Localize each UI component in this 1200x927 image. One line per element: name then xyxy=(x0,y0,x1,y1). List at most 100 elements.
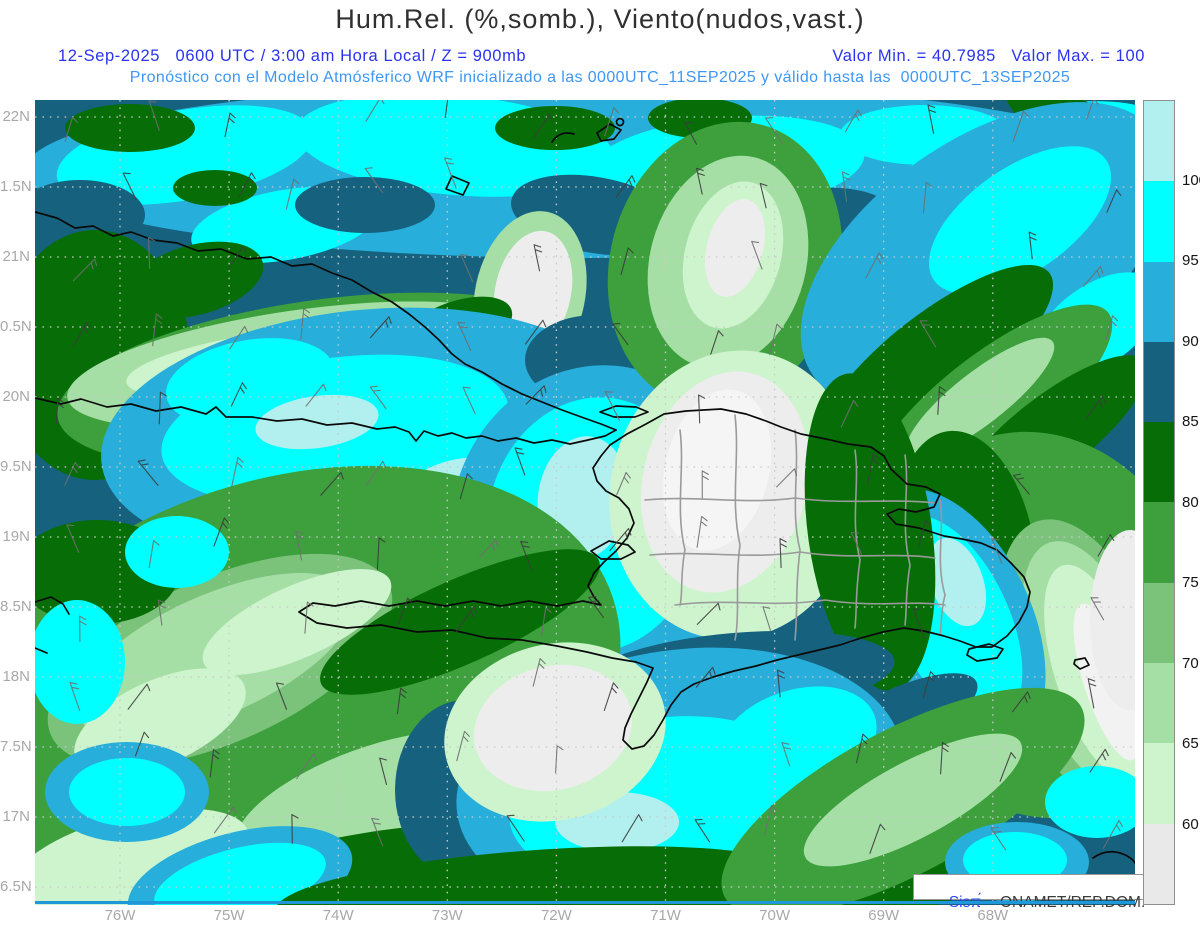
wind-barb xyxy=(296,753,318,780)
mona-island xyxy=(1073,657,1090,670)
wind-barb xyxy=(69,682,81,712)
wind-barb xyxy=(72,258,98,282)
model-info-line: Pronóstico con el Modelo Atmósferico WRF… xyxy=(129,69,1071,86)
wind-barb xyxy=(1090,597,1105,621)
wind-barb xyxy=(695,666,716,688)
wind-barb xyxy=(1012,110,1029,142)
lon-tick-label: 71W xyxy=(650,907,681,924)
wind-barb xyxy=(148,540,160,569)
wind-barb xyxy=(230,456,244,489)
wind-barb xyxy=(397,597,413,626)
wind-barb xyxy=(919,320,937,348)
wind-barb xyxy=(533,114,553,139)
wind-barb xyxy=(127,683,151,710)
wind-barb xyxy=(710,330,724,355)
wind-barb xyxy=(621,814,643,843)
lat-tick-label: 6.5N xyxy=(0,878,32,895)
wind-barb xyxy=(922,671,937,699)
wind-barb xyxy=(701,470,709,499)
wind-barb xyxy=(158,391,167,425)
minmax-values: Valor Min. = 40.7985 Valor Max. = 100 xyxy=(832,47,1145,65)
wind-barb xyxy=(759,182,768,209)
wind-barb xyxy=(238,172,256,198)
wind-barb xyxy=(603,682,619,712)
lat-tick-label: 0.5N xyxy=(0,318,32,335)
wind-barb xyxy=(604,107,620,137)
wind-barb xyxy=(776,468,797,488)
wind-barb xyxy=(462,386,476,415)
wind-barb xyxy=(937,386,946,415)
wind-barb xyxy=(300,308,310,340)
wind-barb xyxy=(275,682,288,710)
wind-barb xyxy=(285,178,300,210)
map-canvas: Sisπ́– ONAMET/REP.DOM. xyxy=(35,100,1156,911)
wind-barb xyxy=(525,319,547,345)
wind-barb xyxy=(291,814,299,844)
wind-barb xyxy=(365,460,387,487)
wind-barb xyxy=(765,117,783,144)
lon-tick-label: 73W xyxy=(431,907,463,924)
lat-tick-label: 20N xyxy=(2,388,30,405)
wind-barb xyxy=(525,385,547,405)
wind-barb xyxy=(912,608,926,639)
wind-barb xyxy=(533,244,543,272)
colorbar-segment xyxy=(1144,582,1174,664)
wind-barb xyxy=(73,322,91,347)
lat-tick-label: 17N xyxy=(2,808,30,825)
lon-tick-label: 74W xyxy=(322,907,354,924)
gonave-island xyxy=(590,540,636,560)
wind-barb xyxy=(295,530,304,561)
colorbar-segment xyxy=(1144,261,1174,342)
wind-barb xyxy=(940,741,949,775)
wind-barb xyxy=(922,181,933,214)
wind-barb xyxy=(999,752,1017,782)
figure-title: Hum.Rel. (%,somb.), Viento(nudos,vast.) xyxy=(335,4,865,34)
wind-barb xyxy=(444,157,457,189)
colorbar-segment xyxy=(1144,341,1174,423)
wind-barb xyxy=(696,167,705,195)
lat-tick-label: 8.5N xyxy=(0,598,32,615)
lon-tick-label: 75W xyxy=(213,907,245,924)
colorbar-tick-label: 75 xyxy=(1182,574,1199,591)
lat-tick-label: 1.5N xyxy=(0,178,32,195)
wind-barb xyxy=(869,823,886,854)
wind-barb xyxy=(612,322,629,346)
lat-tick-label: 19N xyxy=(2,528,30,545)
puerto-rico-fragment xyxy=(1092,850,1135,865)
turks-islet xyxy=(615,117,625,127)
colorbar xyxy=(1143,100,1175,905)
wind-barb xyxy=(1086,100,1099,120)
wind-barb xyxy=(1089,748,1109,773)
wind-barb xyxy=(918,519,932,547)
colorbar-tick-label: 60 xyxy=(1182,815,1199,833)
wind-barb xyxy=(779,538,787,569)
wind-barb xyxy=(769,323,783,356)
wind-barb xyxy=(694,818,710,843)
jamaica-south-tip xyxy=(35,647,48,654)
wind-barb xyxy=(320,471,344,496)
wind-barb xyxy=(751,240,763,270)
colorbar-tick-label: 70 xyxy=(1182,654,1199,672)
wind-barb xyxy=(506,814,525,842)
wind-barb xyxy=(856,733,869,764)
province-borders xyxy=(644,414,946,641)
wind-barb xyxy=(152,313,163,347)
caicos-islet xyxy=(551,132,575,143)
wind-barb xyxy=(764,804,778,836)
wind-barb xyxy=(616,471,631,496)
colorbar-tick-label: 95 xyxy=(1182,252,1199,269)
wind-barb xyxy=(478,538,499,558)
attribution-box: Sisπ́– ONAMET/REP.DOM. xyxy=(913,874,1156,911)
wind-barb xyxy=(1106,189,1122,213)
wind-barb xyxy=(122,172,137,200)
wind-barb xyxy=(455,606,478,633)
colorbar-tick-label: 85 xyxy=(1182,413,1199,430)
wind-barb xyxy=(609,527,632,552)
wind-barb xyxy=(64,116,78,143)
wind-barbs xyxy=(55,100,1124,854)
wind-barb xyxy=(1012,691,1031,713)
wind-barb xyxy=(991,538,1003,564)
colorbar-segment xyxy=(1144,743,1174,824)
wind-barb xyxy=(224,112,236,138)
humidity-shading xyxy=(35,100,1135,905)
